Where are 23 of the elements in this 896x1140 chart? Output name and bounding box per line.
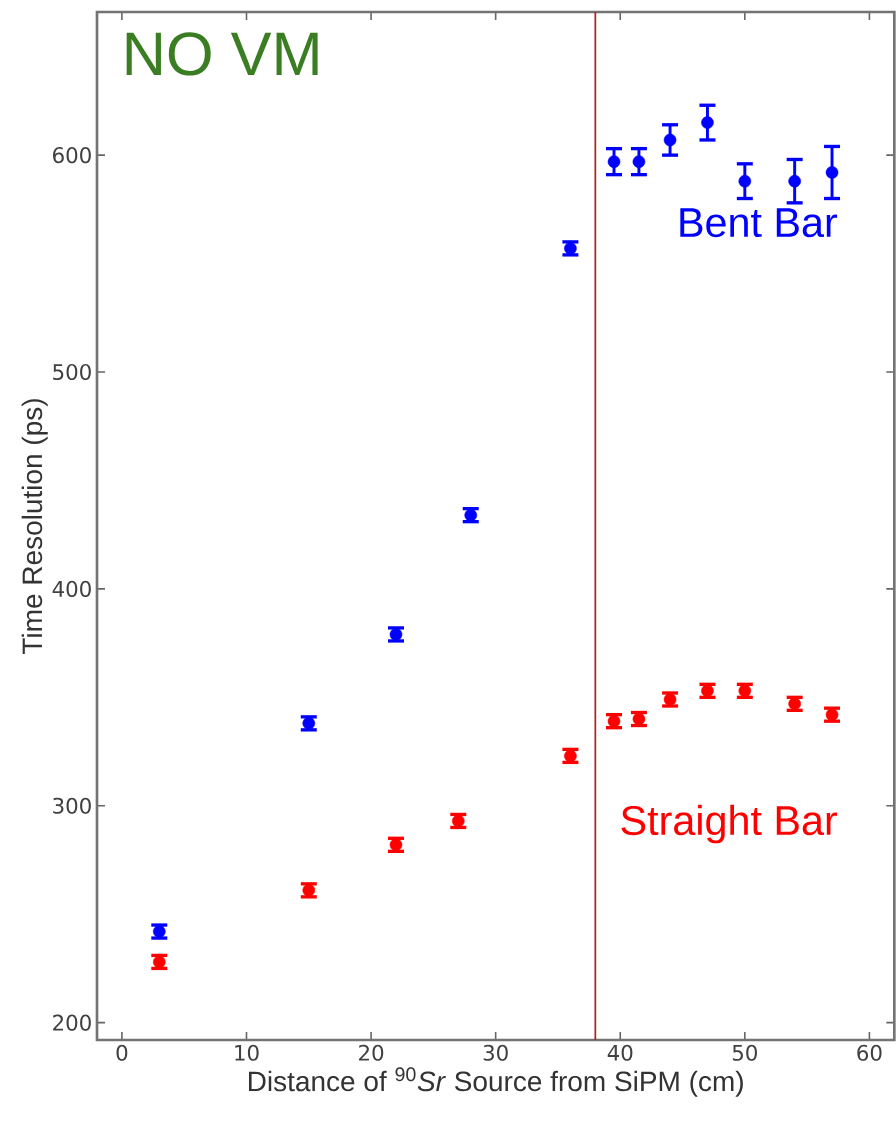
x-axis-title: Distance of $^{90}$Sr Source from SiPM (cm) — [248, 1067, 743, 1097]
x-tick-label: 40 — [607, 1044, 633, 1061]
point — [632, 155, 646, 168]
x-tick-label: 30 — [483, 1044, 508, 1061]
x-tick-label: 20 — [359, 1044, 384, 1061]
y-tick-label: 500 — [53, 363, 91, 381]
x-tick-label: 10 — [235, 1044, 259, 1061]
annotation: NO VM — [126, 32, 318, 76]
y-tick-label: 300 — [53, 797, 91, 814]
y-tick-label: 400 — [52, 580, 91, 597]
series-label: Straight Bar — [621, 804, 838, 844]
x-tick-label: 60 — [857, 1044, 882, 1061]
y-tick-label: 600 — [53, 147, 91, 164]
series-label: Bent Bar — [680, 208, 838, 238]
point — [663, 133, 677, 147]
x-tick-label: 0 — [116, 1044, 128, 1061]
x-tick-label: 50 — [732, 1044, 757, 1061]
point — [607, 155, 621, 168]
point — [738, 174, 752, 188]
point — [788, 174, 801, 188]
point — [825, 166, 839, 179]
y-axis-title: Time Resolution (ps) — [21, 399, 48, 654]
y-tick-label: 200 — [53, 1014, 91, 1031]
